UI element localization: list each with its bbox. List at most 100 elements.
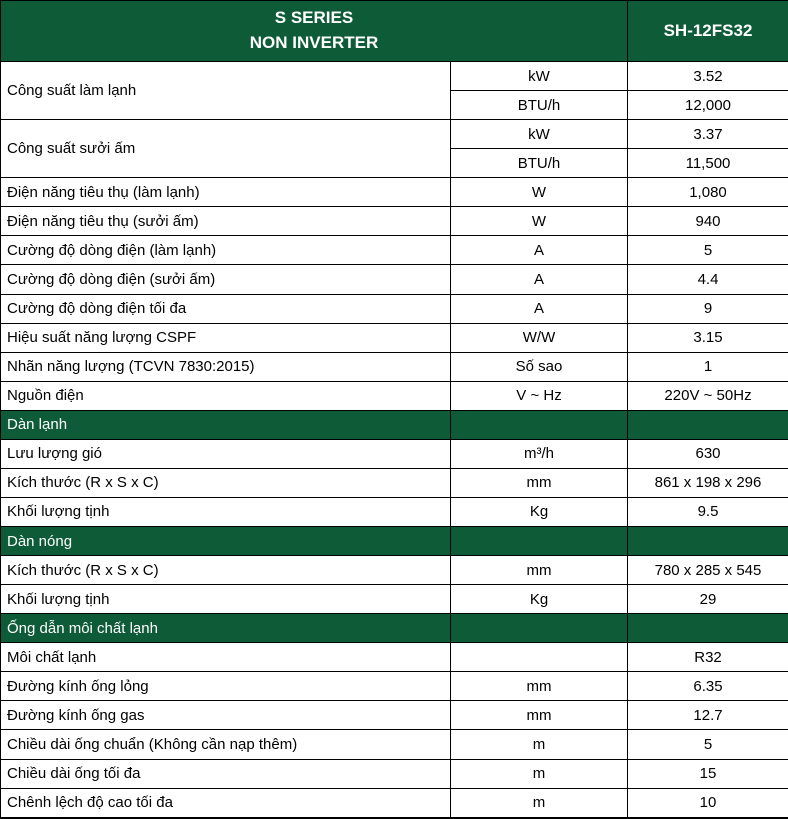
row-unit: mm: [450, 555, 628, 586]
table-row: Khối lượng tịnh Kg 29: [0, 584, 788, 615]
spec-table-body: Công suất làm lạnh kW 3.52 BTU/h 12,000 Công …: [0, 60, 788, 819]
table-row: Công suất làm lạnh kW 3.52: [0, 60, 788, 121]
table-row: Cường độ dòng điện (làm lạnh) A 5: [0, 235, 788, 266]
row-value: 5: [627, 235, 788, 266]
row-unit: m: [450, 729, 628, 760]
table-row: Điện năng tiêu thụ (làm lạnh) W 1,080: [0, 177, 788, 208]
section-unit-cell: [450, 613, 628, 644]
row-unit: mm: [450, 467, 628, 498]
row-label: Nguồn điện: [0, 380, 451, 411]
table-row: BTU/h 12,000: [1, 90, 788, 121]
section-value-cell: [627, 613, 788, 644]
row-unit: [450, 642, 628, 673]
row-value: 3.15: [627, 322, 788, 353]
row-label: Cường độ dòng điện tối đa: [0, 293, 451, 324]
row-unit: V ~ Hz: [450, 380, 628, 411]
table-row: Khối lượng tịnh Kg 9.5: [0, 496, 788, 528]
table-row: Điện năng tiêu thụ (sưởi ấm) W 940: [0, 206, 788, 237]
row-label: Cường độ dòng điện (làm lạnh): [0, 235, 451, 266]
row-label: Đường kính ống gas: [0, 700, 451, 731]
section-unit-cell: [450, 525, 628, 557]
row-unit: m: [450, 758, 628, 789]
row-value: 220V ~ 50Hz: [627, 380, 788, 411]
table-row: Hiệu suất năng lượng CSPF W/W 3.15: [0, 322, 788, 353]
row-unit: Kg: [450, 584, 628, 615]
series-title-line1: S SERIES: [274, 8, 354, 28]
section-value-cell: [627, 525, 788, 557]
row-label: Công suất làm lạnh: [0, 60, 451, 121]
section-header-row: Ống dẫn môi chất lạnh: [0, 613, 788, 644]
section-header-row: Dàn nóng: [0, 525, 788, 557]
section-value-cell: [627, 409, 788, 440]
row-unit: Kg: [450, 496, 628, 528]
table-row: Nhãn năng lượng (TCVN 7830:2015) Số sao 1: [0, 351, 788, 382]
row-label: Hiệu suất năng lượng CSPF: [0, 322, 451, 353]
table-row: Cường độ dòng điện (sưởi ấm) A 4.4: [0, 264, 788, 295]
row-label: Điện năng tiêu thụ (sưởi ấm): [0, 206, 451, 237]
row-unit: A: [450, 235, 628, 266]
row-value: 12.7: [627, 700, 788, 731]
row-unit: BTU/h: [450, 90, 628, 121]
row-value: 6.35: [627, 671, 788, 702]
row-value: 4.4: [627, 264, 788, 295]
table-row: Đường kính ống lỏng mm 6.35: [0, 671, 788, 702]
row-label: Kích thước (R x S x C): [0, 555, 451, 586]
row-value: 5: [627, 729, 788, 760]
row-label: Kích thước (R x S x C): [0, 467, 451, 498]
spec-table-header: S SERIES NON INVERTER SH-12FS32: [0, 0, 788, 62]
section-label: Dàn lạnh: [0, 409, 451, 440]
row-value: 1,080: [627, 177, 788, 208]
model-name: SH-12FS32: [627, 0, 788, 62]
table-row: Chênh lệch độ cao tối đa m 10: [0, 787, 788, 819]
series-title: S SERIES NON INVERTER: [0, 0, 628, 62]
table-row: Công suất sưởi ấm kW 3.37: [0, 119, 788, 179]
row-unit: BTU/h: [450, 148, 628, 179]
section-label: Dàn nóng: [0, 525, 451, 557]
series-title-line2: NON INVERTER: [249, 33, 379, 52]
table-row: Nguồn điện V ~ Hz 220V ~ 50Hz: [0, 380, 788, 411]
row-value: 3.37: [627, 119, 788, 150]
table-row: Chiều dài ống tối đa m 15: [0, 758, 788, 789]
table-row: Đường kính ống gas mm 12.7: [0, 700, 788, 731]
row-value: 15: [627, 758, 788, 789]
row-unit: Số sao: [450, 351, 628, 382]
row-label: Cường độ dòng điện (sưởi ấm): [0, 264, 451, 295]
section-unit-cell: [450, 409, 628, 440]
row-value: 12,000: [627, 90, 788, 121]
row-label: Lưu lượng gió: [0, 438, 451, 469]
section-header-row: Dàn lạnh: [0, 409, 788, 440]
row-value: 3.52: [627, 60, 788, 92]
table-row: Môi chất lạnh R32: [0, 642, 788, 673]
table-header-row: S SERIES NON INVERTER SH-12FS32: [0, 0, 788, 62]
table-row: Chiều dài ống chuẩn (Không cần nạp thêm)…: [0, 729, 788, 760]
row-label: Chiều dài ống tối đa: [0, 758, 451, 789]
row-value: 10: [627, 787, 788, 819]
row-unit: A: [450, 293, 628, 324]
table-row: Lưu lượng gió m³/h 630: [0, 438, 788, 469]
row-value: 11,500: [627, 148, 788, 179]
row-label: Chiều dài ống chuẩn (Không cần nạp thêm): [0, 729, 451, 760]
row-label: Điện năng tiêu thụ (làm lạnh): [0, 177, 451, 208]
row-label: Nhãn năng lượng (TCVN 7830:2015): [0, 351, 451, 382]
row-unit: kW: [450, 60, 628, 92]
row-label: Chênh lệch độ cao tối đa: [0, 787, 451, 819]
row-value: 861 x 198 x 296: [627, 467, 788, 498]
row-unit: W: [450, 206, 628, 237]
row-value: 940: [627, 206, 788, 237]
row-label: Khối lượng tịnh: [0, 584, 451, 615]
table-row: BTU/h 11,500: [1, 148, 788, 179]
table-row: Kích thước (R x S x C) mm 861 x 198 x 296: [0, 467, 788, 498]
row-unit: mm: [450, 700, 628, 731]
table-row: Kích thước (R x S x C) mm 780 x 285 x 545: [0, 555, 788, 586]
row-unit: m³/h: [450, 438, 628, 469]
row-unit: m: [450, 787, 628, 819]
row-value: 630: [627, 438, 788, 469]
row-value: 9.5: [627, 496, 788, 528]
row-unit: W/W: [450, 322, 628, 353]
row-label: Môi chất lạnh: [0, 642, 451, 673]
row-label: Đường kính ống lỏng: [0, 671, 451, 702]
row-label: Công suất sưởi ấm: [0, 119, 451, 179]
row-unit: kW: [450, 119, 628, 150]
row-value: 780 x 285 x 545: [627, 555, 788, 586]
